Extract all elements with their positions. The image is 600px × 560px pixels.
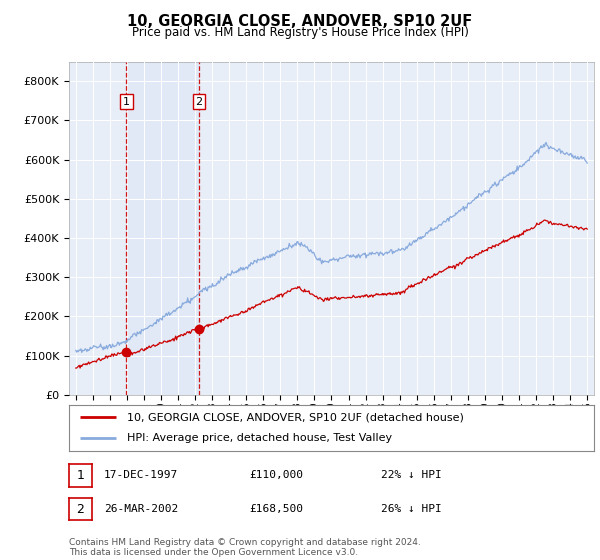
Text: 26% ↓ HPI: 26% ↓ HPI <box>381 504 442 514</box>
Text: 2: 2 <box>196 96 202 106</box>
Text: 26-MAR-2002: 26-MAR-2002 <box>104 504 178 514</box>
Text: 10, GEORGIA CLOSE, ANDOVER, SP10 2UF (detached house): 10, GEORGIA CLOSE, ANDOVER, SP10 2UF (de… <box>127 412 464 422</box>
Text: £168,500: £168,500 <box>249 504 303 514</box>
Text: £110,000: £110,000 <box>249 470 303 480</box>
Text: Contains HM Land Registry data © Crown copyright and database right 2024.
This d: Contains HM Land Registry data © Crown c… <box>69 538 421 557</box>
Bar <box>126 62 199 395</box>
Text: 1: 1 <box>123 96 130 106</box>
Text: 1: 1 <box>76 469 85 482</box>
Text: 17-DEC-1997: 17-DEC-1997 <box>104 470 178 480</box>
Text: Price paid vs. HM Land Registry's House Price Index (HPI): Price paid vs. HM Land Registry's House … <box>131 26 469 39</box>
Text: 2: 2 <box>76 502 85 516</box>
Text: 22% ↓ HPI: 22% ↓ HPI <box>381 470 442 480</box>
Text: HPI: Average price, detached house, Test Valley: HPI: Average price, detached house, Test… <box>127 433 392 444</box>
Text: 10, GEORGIA CLOSE, ANDOVER, SP10 2UF: 10, GEORGIA CLOSE, ANDOVER, SP10 2UF <box>127 14 473 29</box>
